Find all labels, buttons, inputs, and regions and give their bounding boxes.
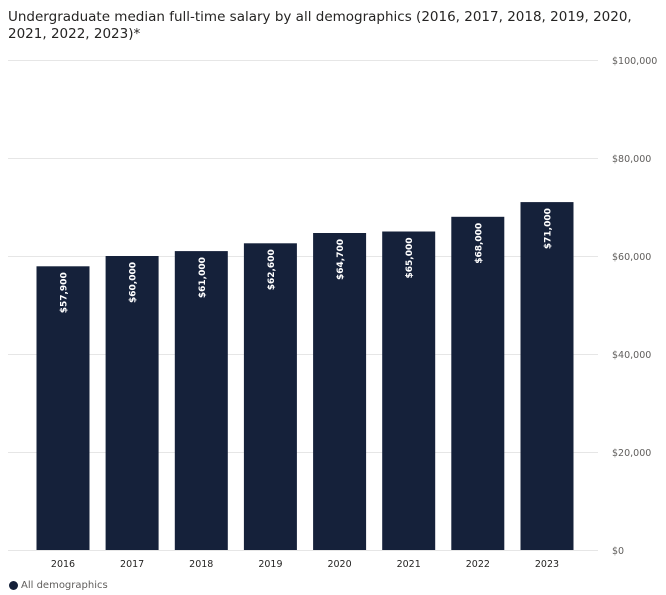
data-label-2020: $64,700 (336, 239, 346, 280)
x-tick-label: 2021 (397, 559, 421, 570)
x-axis: 2016 2017 2018 2019 2020 2021 2022 2023 (51, 559, 559, 570)
grid-layer (8, 60, 598, 551)
data-label-2022: $68,000 (474, 223, 484, 264)
y-tick-label: $40,000 (612, 350, 651, 361)
data-labels: $57,900 $60,000 $61,000 $62,600 $64,700 $65,0… (60, 208, 554, 313)
y-tick-label: $0 (612, 546, 624, 557)
x-tick-label: 2020 (327, 559, 351, 570)
data-label-2023: $71,000 (543, 208, 553, 249)
y-tick-label: $80,000 (612, 154, 651, 165)
legend-dot-icon (9, 581, 18, 590)
x-tick-label: 2016 (51, 559, 75, 570)
legend-label: All demographics (21, 580, 108, 591)
y-tick-label: $100,000 (612, 56, 657, 67)
data-label-2016: $57,900 (60, 272, 70, 313)
bar-2020[interactable] (313, 233, 367, 550)
bar-2016[interactable] (36, 266, 90, 550)
chart-title: Undergraduate median full-time salary by… (8, 9, 632, 42)
y-tick-label: $20,000 (612, 448, 651, 459)
x-tick-label: 2022 (466, 559, 490, 570)
data-label-2021: $65,000 (405, 238, 415, 279)
data-label-2019: $62,600 (267, 249, 277, 290)
bar-2023[interactable] (520, 202, 574, 550)
bars (36, 202, 574, 551)
bar-2017[interactable] (105, 256, 159, 550)
data-label-2018: $61,000 (198, 257, 208, 298)
x-tick-label: 2019 (258, 559, 282, 570)
data-label-2017: $60,000 (129, 262, 139, 303)
bar-2018[interactable] (174, 251, 228, 550)
y-axis: $0 $20,000 $40,000 $60,000 $80,000 $100,000 (612, 56, 657, 557)
bar-2021[interactable] (382, 231, 436, 551)
legend: All demographics (9, 580, 108, 591)
x-tick-label: 2017 (120, 559, 144, 570)
bar-2019[interactable] (243, 243, 297, 551)
x-tick-label: 2018 (189, 559, 213, 570)
y-tick-label: $60,000 (612, 252, 651, 263)
x-tick-label: 2023 (535, 559, 559, 570)
bar-2022[interactable] (451, 216, 505, 551)
